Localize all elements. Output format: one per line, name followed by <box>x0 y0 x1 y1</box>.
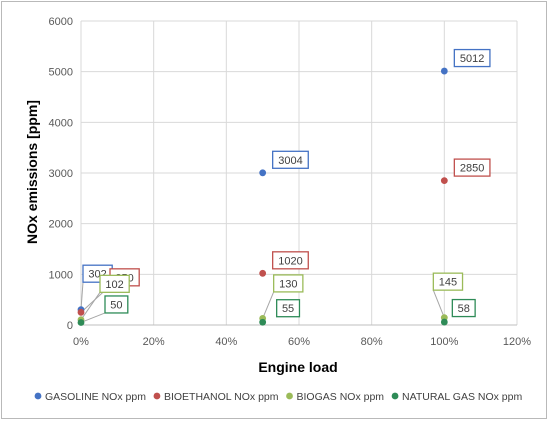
data-point <box>77 308 85 316</box>
legend-label: BIOGAS NOx ppm <box>297 391 385 403</box>
data-point <box>440 318 448 326</box>
data-label-box <box>432 272 464 291</box>
data-labels: 3023004501225010202850102130145505558 <box>82 48 491 318</box>
leader-line <box>262 291 275 319</box>
data-label: 3004 <box>278 155 302 167</box>
x-tick-label: 40% <box>215 336 237 348</box>
y-tick-label: 6000 <box>49 16 73 28</box>
data-point <box>440 67 448 75</box>
data-label-box <box>99 274 130 293</box>
data-label-box <box>453 48 491 68</box>
data-label-box <box>451 298 476 318</box>
legend-label: NATURAL GAS NOx ppm <box>402 391 522 403</box>
data-point <box>440 177 448 185</box>
y-tick-label: 2000 <box>49 219 73 231</box>
data-label-box <box>272 251 309 270</box>
data-point <box>259 318 267 326</box>
axis-ticks: 0 1000 2000 3000 4000 5000 6000 0% 20% 40% 60% 80% 1… <box>49 16 532 348</box>
data-label: 130 <box>279 278 297 290</box>
y-tick-label: 0 <box>67 320 73 332</box>
legend: GASOLINE NOx ppm BIOETHANOL NOx ppm BIOGAS… <box>34 391 522 403</box>
data-label-box <box>272 150 309 169</box>
legend-marker <box>34 392 42 400</box>
data-label: 145 <box>439 277 457 289</box>
leader-line <box>80 312 106 323</box>
leader-line <box>80 292 101 321</box>
data-label-box <box>453 158 491 177</box>
x-tick-label: 20% <box>143 336 165 348</box>
data-label: 1020 <box>278 255 302 267</box>
data-label: 2850 <box>460 163 484 175</box>
legend-label: BIOETHANOL NOx ppm <box>164 391 279 403</box>
data-label-box <box>273 274 304 293</box>
x-tick-label: 0% <box>73 336 89 348</box>
x-tick-label: 60% <box>288 336 310 348</box>
x-tick-label: 80% <box>361 336 383 348</box>
data-label-box <box>276 299 301 318</box>
y-tick-label: 3000 <box>49 168 73 180</box>
x-tick-label: 100% <box>430 336 458 348</box>
legend-label: GASOLINE NOx ppm <box>45 391 146 403</box>
x-tick-label: 120% <box>503 336 531 348</box>
data-label: 102 <box>105 279 123 291</box>
legend-marker <box>391 392 399 400</box>
data-label: 55 <box>282 303 294 315</box>
y-tick-label: 4000 <box>49 117 73 129</box>
legend-marker <box>286 392 293 400</box>
data-label: 50 <box>110 299 122 311</box>
y-tick-label: 1000 <box>49 269 73 281</box>
data-points <box>77 67 448 326</box>
y-axis-title: NOx emissions [ppm] <box>24 100 40 244</box>
y-tick-label: 5000 <box>49 67 73 79</box>
data-point <box>259 169 267 177</box>
data-label-box <box>104 295 129 314</box>
data-label: 5012 <box>460 53 484 65</box>
data-label: 58 <box>458 303 470 315</box>
leader-line <box>80 282 84 310</box>
x-axis-title: Engine load <box>258 359 337 375</box>
data-point <box>77 319 85 326</box>
legend-marker <box>153 392 161 400</box>
data-point <box>259 269 267 277</box>
leader-line <box>432 289 445 318</box>
